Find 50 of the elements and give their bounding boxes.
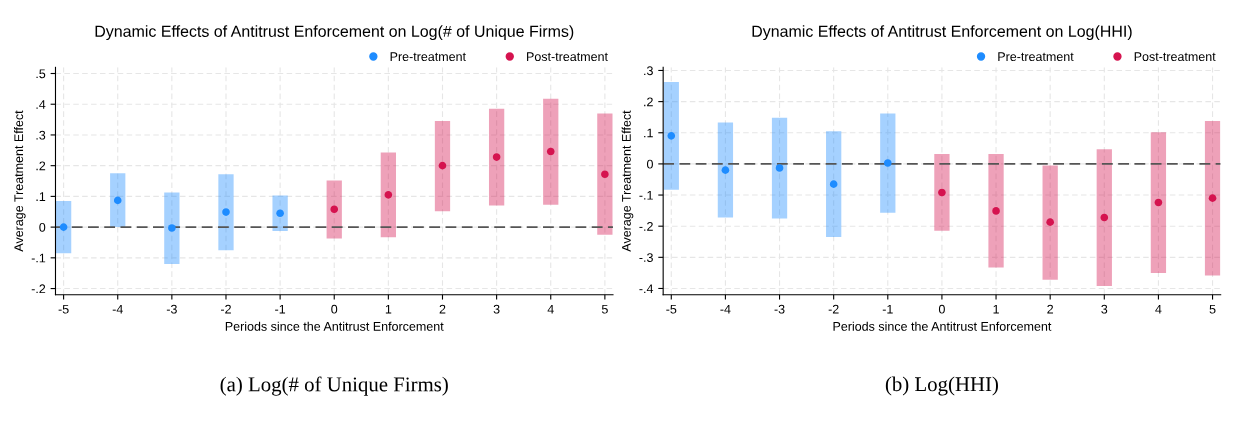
x-tick-label: 0 [331, 304, 338, 314]
x-tick-label: 1 [385, 304, 392, 314]
x-tick-label: -4 [112, 304, 123, 314]
y-tick-label: -.2 [31, 284, 46, 294]
y-tick-label: -.1 [639, 190, 653, 200]
y-tick-label: .3 [644, 66, 653, 76]
x-axis-title: Periods since the Antitrust Enforcement [833, 321, 1052, 331]
x-tick-label: -5 [666, 304, 677, 314]
y-tick-label: 0 [39, 222, 46, 232]
legend-label: Post-treatment [1134, 52, 1216, 62]
text: (b) Log(HHI) [885, 376, 998, 396]
y-axis-title: Average Treatment Effect [13, 110, 26, 252]
y-tick-label: .1 [644, 128, 653, 138]
legend-label: Pre-treatment [998, 52, 1074, 62]
chart-title: Dynamic Effects of Antitrust Enforcement on Log(HHI) [752, 25, 1132, 41]
y-axis-title: Average Treatment Effect [621, 110, 634, 252]
x-tick-label: -5 [58, 304, 69, 314]
y-tick-label: .5 [36, 69, 46, 79]
y-tick-label: -.1 [31, 253, 46, 263]
legend-label: Pre-treatment [390, 52, 466, 62]
chart-title: Dynamic Effects of Antitrust Enforcement on Log(# of Unique Firms) [95, 25, 574, 41]
y-tick-label: .1 [36, 192, 46, 201]
x-tick-label: -1 [275, 304, 286, 314]
x-tick-label: -4 [720, 304, 731, 314]
x-tick-label: -1 [882, 304, 893, 314]
x-tick-label: 2 [439, 304, 446, 314]
x-tick-label: 1 [993, 304, 999, 314]
x-tick-label: -2 [828, 304, 839, 314]
y-tick-label: .3 [36, 130, 46, 140]
x-tick-label: 5 [601, 304, 608, 314]
text: (a) Log(# of Unique Firms) [220, 376, 448, 396]
x-tick-label: 3 [493, 304, 500, 314]
y-tick-label: .4 [36, 100, 46, 109]
y-tick-label: -.2 [639, 221, 653, 231]
x-tick-label: 3 [1101, 304, 1108, 314]
y-tick-label: .2 [644, 97, 653, 107]
y-tick-label: .2 [36, 161, 46, 171]
y-tick-label: 0 [646, 159, 653, 169]
x-tick-label: -2 [220, 304, 231, 314]
x-tick-label: 4 [547, 304, 554, 314]
x-tick-label: 5 [1209, 304, 1216, 314]
x-axis-title: Periods since the Antitrust Enforcement [225, 321, 444, 331]
x-tick-label: 0 [938, 304, 945, 314]
legend-label: Post-treatment [527, 52, 608, 62]
x-tick-label: -3 [166, 304, 177, 314]
y-tick-label: -.4 [639, 284, 654, 293]
x-tick-label: 4 [1155, 304, 1162, 314]
y-tick-label: -.3 [639, 253, 653, 262]
x-tick-label: -3 [774, 304, 785, 314]
x-tick-label: 2 [1047, 304, 1054, 314]
